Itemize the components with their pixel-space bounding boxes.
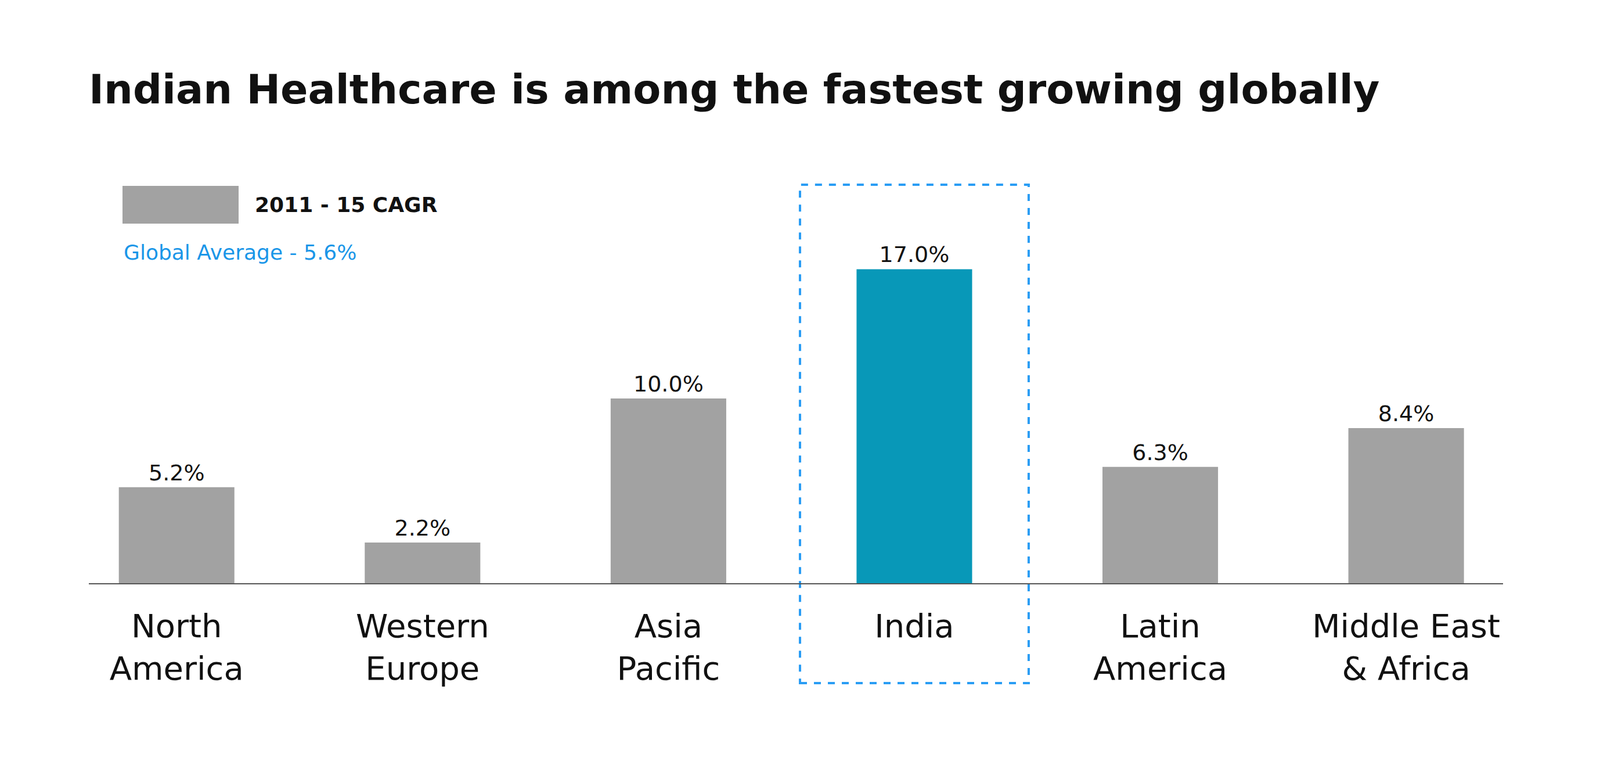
- svg-text:6.3%: 6.3%: [1132, 439, 1189, 466]
- svg-text:NorthAmerica: NorthAmerica: [109, 606, 244, 687]
- svg-text:17.0%: 17.0%: [879, 241, 950, 268]
- svg-text:5.2%: 5.2%: [148, 459, 205, 486]
- svg-text:India: India: [874, 606, 954, 645]
- svg-text:AsiaPacific: AsiaPacific: [616, 606, 720, 687]
- svg-text:2011 - 15 CAGR: 2011 - 15 CAGR: [254, 192, 438, 217]
- svg-text:2.2%: 2.2%: [394, 514, 452, 541]
- svg-text:WesternEurope: WesternEurope: [355, 606, 490, 687]
- svg-text:10.0%: 10.0%: [633, 370, 704, 397]
- svg-text:Global Average - 5.6%: Global Average - 5.6%: [123, 240, 357, 265]
- svg-text:8.4%: 8.4%: [1378, 400, 1435, 427]
- svg-text:LatinAmerica: LatinAmerica: [1093, 606, 1228, 687]
- svg-text:Indian Healthcare is among the: Indian Healthcare is among the fastest g…: [88, 65, 1380, 114]
- svg-text:Middle East& Africa: Middle East& Africa: [1312, 606, 1501, 687]
